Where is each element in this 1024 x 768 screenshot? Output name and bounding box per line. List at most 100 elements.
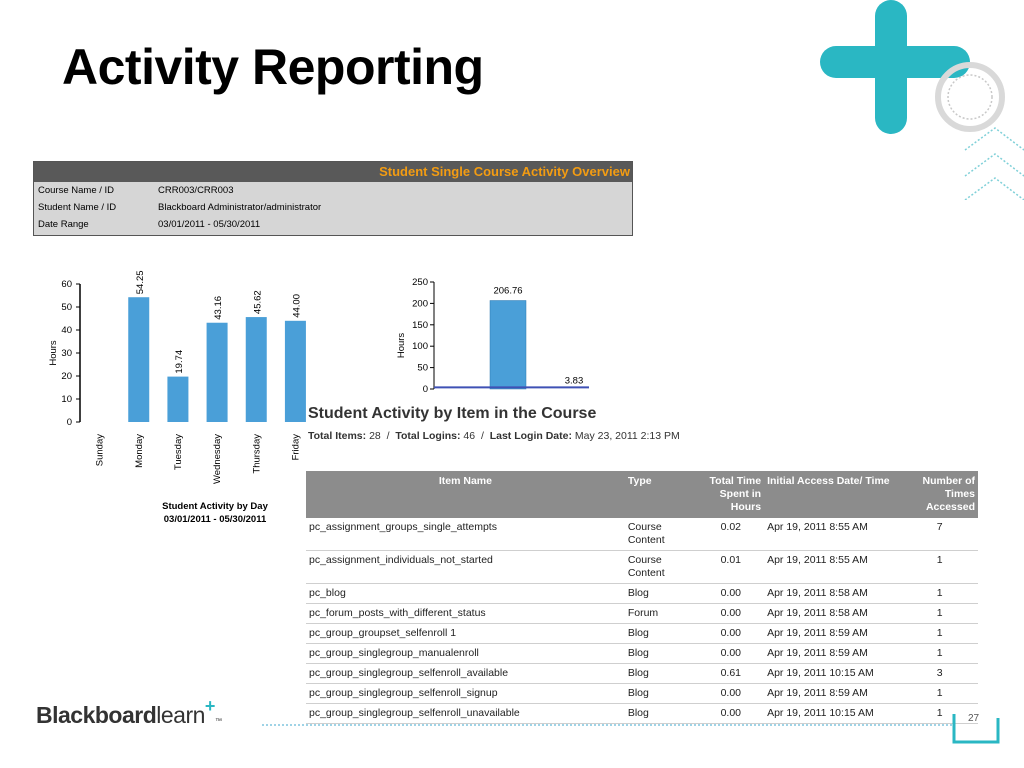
y-tick-label: 20 bbox=[61, 371, 72, 382]
overview-header: Student Single Course Activity Overview bbox=[34, 162, 632, 182]
bar-label: 206.76 bbox=[493, 286, 522, 297]
y-tick-label: 50 bbox=[417, 363, 428, 374]
chart1-subtitle: 03/01/2011 - 05/30/2011 bbox=[163, 514, 267, 525]
category-label: Friday bbox=[290, 434, 301, 461]
cell-times-accessed: 1 bbox=[901, 683, 978, 704]
logo-light-text: learn bbox=[156, 702, 205, 728]
cell-times-accessed: 1 bbox=[901, 550, 978, 584]
decorative-graphic bbox=[820, 0, 1024, 200]
cell-total-time: 0.61 bbox=[697, 663, 765, 684]
line-label: 3.83 bbox=[565, 375, 584, 386]
y-tick-label: 50 bbox=[61, 302, 72, 313]
table-row: pc_group_singlegroup_selfenroll_unavaila… bbox=[306, 703, 978, 724]
table-row: pc_group_groupset_selfenroll 1 Blog 0.00 Ap… bbox=[306, 623, 978, 644]
bar bbox=[489, 300, 527, 390]
y-tick-label: 60 bbox=[61, 279, 72, 290]
overview-row: Date Range 03/01/2011 - 05/30/2011 bbox=[34, 216, 632, 233]
column-header-type: Type bbox=[624, 471, 698, 518]
table-header-row: Item Name Type Total Time Spent in Hours… bbox=[306, 471, 978, 518]
cell-type: Forum bbox=[624, 603, 698, 624]
overview-value: 03/01/2011 - 05/30/2011 bbox=[158, 219, 261, 230]
bar bbox=[128, 297, 150, 422]
cell-type: Blog bbox=[624, 643, 698, 664]
cell-total-time: 0.00 bbox=[697, 703, 765, 724]
cell-initial-access: Apr 19, 2011 8:58 AM bbox=[764, 583, 902, 604]
cell-initial-access: Apr 19, 2011 8:55 AM bbox=[764, 550, 902, 584]
cell-times-accessed: 1 bbox=[901, 643, 978, 664]
bar-label: 54.25 bbox=[135, 270, 146, 294]
cell-total-time: 0.00 bbox=[697, 603, 765, 624]
y-tick-label: 100 bbox=[412, 341, 428, 352]
last-login-value: May 23, 2011 2:13 PM bbox=[574, 430, 680, 442]
bar bbox=[206, 322, 228, 422]
logo-trademark: ™ bbox=[214, 718, 222, 725]
cell-item-name: pc_forum_posts_with_different_status bbox=[306, 603, 625, 624]
y-axis-label: Hours bbox=[48, 340, 59, 366]
cell-times-accessed: 7 bbox=[901, 518, 978, 551]
bar-label: 45.62 bbox=[252, 290, 263, 314]
logo-plus-icon: + bbox=[204, 696, 216, 716]
cell-type: Course Content bbox=[624, 518, 698, 551]
items-summary: Total Items: 28 / Total Logins: 46 / Las… bbox=[308, 430, 680, 442]
y-tick-label: 250 bbox=[412, 277, 428, 288]
bar-label: 44.00 bbox=[291, 294, 302, 318]
table-row: pc_blog Blog 0.00 Apr 19, 2011 8:58 AM 1 bbox=[306, 583, 978, 604]
chevron-pattern bbox=[964, 127, 1024, 200]
cell-initial-access: Apr 19, 2011 8:55 AM bbox=[764, 518, 902, 551]
category-label: Monday bbox=[134, 434, 145, 468]
cell-type: Course Content bbox=[624, 550, 698, 584]
chart1-caption: Student Activity by Day 03/01/2011 - 05/… bbox=[145, 500, 285, 526]
bar bbox=[284, 320, 306, 422]
cell-type: Blog bbox=[624, 623, 698, 644]
last-login-label: Last Login Date: bbox=[489, 430, 572, 442]
items-table-body: pc_assignment_groups_single_attempts Cour… bbox=[306, 518, 978, 724]
cell-initial-access: Apr 19, 2011 8:59 AM bbox=[764, 623, 902, 644]
column-header-total-time: Total Time Spent in Hours bbox=[697, 471, 765, 518]
chart1-title: Student Activity by Day bbox=[162, 501, 268, 512]
table-row: pc_group_singlegroup_manualenroll Blog 0.0… bbox=[306, 643, 978, 664]
table-row: pc_group_singlegroup_selfenroll_availabl… bbox=[306, 663, 978, 684]
bar bbox=[245, 317, 267, 422]
y-axis-label: Hours bbox=[396, 333, 407, 359]
overview-key: Course Name / ID bbox=[38, 185, 115, 196]
overview-panel: Student Single Course Activity Overview … bbox=[33, 161, 633, 236]
column-header-times-accessed: Number of Times Accessed bbox=[901, 471, 978, 518]
y-tick-label: 10 bbox=[61, 394, 72, 405]
table-row: pc_assignment_groups_single_attempts Cour… bbox=[306, 518, 978, 551]
table-row: pc_assignment_individuals_not_started Cou… bbox=[306, 550, 978, 584]
footer-dotted-line bbox=[262, 724, 952, 726]
cell-initial-access: Apr 19, 2011 10:15 AM bbox=[764, 703, 902, 724]
cell-type: Blog bbox=[624, 703, 698, 724]
cell-item-name: pc_group_singlegroup_manualenroll bbox=[306, 643, 625, 664]
cell-type: Blog bbox=[624, 683, 698, 704]
cell-initial-access: Apr 19, 2011 8:59 AM bbox=[764, 683, 902, 704]
cell-item-name: pc_blog bbox=[306, 583, 625, 604]
cell-item-name: pc_group_singlegroup_selfenroll_unavaila… bbox=[306, 703, 625, 724]
bar-label: 43.16 bbox=[213, 296, 224, 320]
table-row: pc_group_singlegroup_selfenroll_signup Bl… bbox=[306, 683, 978, 704]
cell-times-accessed: 3 bbox=[901, 663, 978, 684]
cell-initial-access: Apr 19, 2011 8:58 AM bbox=[764, 603, 902, 624]
cell-type: Blog bbox=[624, 583, 698, 604]
y-tick-label: 150 bbox=[412, 320, 428, 331]
overview-key: Student Name / ID bbox=[38, 202, 117, 213]
page-badge-frame bbox=[952, 714, 1000, 744]
overview-key: Date Range bbox=[38, 219, 89, 230]
cell-item-name: pc_assignment_individuals_not_started bbox=[306, 550, 625, 584]
page-number: 27 bbox=[968, 713, 980, 724]
column-header-item-name: Item Name bbox=[306, 471, 625, 518]
total-items-label: Total Items: bbox=[308, 430, 367, 442]
cell-total-time: 0.02 bbox=[697, 518, 765, 551]
bar-label: 19.74 bbox=[174, 350, 185, 374]
logo-bold-text: Blackboard bbox=[36, 702, 157, 728]
column-header-initial-access: Initial Access Date/ Time bbox=[764, 471, 902, 518]
y-tick-label: 30 bbox=[61, 348, 72, 359]
category-label: Tuesday bbox=[173, 434, 184, 470]
overview-row: Course Name / ID CRR003/CRR003 bbox=[34, 182, 632, 199]
cell-initial-access: Apr 19, 2011 10:15 AM bbox=[764, 663, 902, 684]
cell-type: Blog bbox=[624, 663, 698, 684]
total-hours-chart: 0 50 100 150 200 250 Hours 206.76 3.83 bbox=[396, 277, 589, 395]
cell-total-time: 0.00 bbox=[697, 683, 765, 704]
cell-item-name: pc_group_singlegroup_selfenroll_availabl… bbox=[306, 663, 625, 684]
cell-total-time: 0.01 bbox=[697, 550, 765, 584]
